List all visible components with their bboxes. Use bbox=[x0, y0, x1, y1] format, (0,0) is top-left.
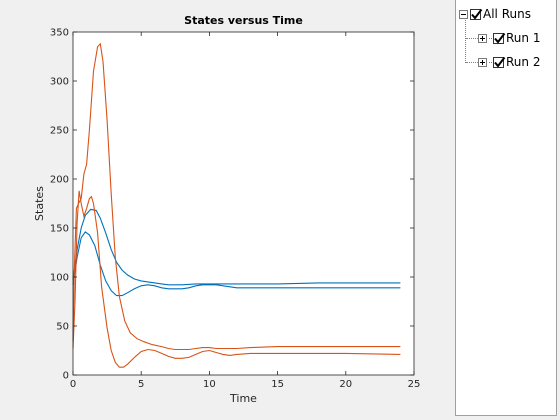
run-2-checkbox[interactable] bbox=[493, 56, 506, 68]
y-tick-label: 350 bbox=[50, 28, 69, 39]
run-1-checkbox[interactable] bbox=[493, 32, 506, 44]
plot-area: 0 5 10 15 20 25 0 50 100 150 200 250 300 350 States ve… bbox=[33, 14, 421, 405]
x-axis-label: Time bbox=[229, 392, 257, 405]
x-tick-label: 25 bbox=[408, 379, 421, 390]
tree-node-label: All Runs bbox=[483, 7, 531, 21]
y-tick-label: 200 bbox=[50, 175, 69, 186]
y-tick-label: 100 bbox=[50, 273, 69, 284]
series-line-1 bbox=[72, 231, 401, 297]
x-tick-label: 15 bbox=[271, 379, 284, 390]
y-tick-label: 150 bbox=[50, 224, 69, 235]
y-tick-label: 50 bbox=[56, 322, 69, 333]
expand-icon[interactable] bbox=[478, 57, 487, 67]
tree-connector bbox=[466, 37, 478, 39]
axes-box bbox=[72, 31, 415, 376]
expand-icon[interactable] bbox=[478, 33, 487, 43]
y-tick-label: 300 bbox=[50, 77, 69, 88]
tree-node-run-1[interactable]: Run 1 bbox=[466, 29, 540, 47]
tree-connector bbox=[466, 61, 478, 63]
series-line-4 bbox=[72, 42, 401, 351]
chart-title: States versus Time bbox=[184, 14, 303, 27]
all-runs-checkbox[interactable] bbox=[470, 8, 483, 20]
x-tick-label: 20 bbox=[339, 379, 352, 390]
series-line-3 bbox=[72, 190, 401, 368]
tree-node-label: Run 1 bbox=[506, 31, 541, 45]
series-line-2 bbox=[72, 208, 401, 286]
tree-connector bbox=[465, 20, 466, 63]
tree-connector bbox=[489, 61, 492, 63]
x-tick-label: 10 bbox=[203, 379, 216, 390]
y-axis-label: States bbox=[33, 186, 46, 221]
tree-node-all-runs[interactable]: All Runs bbox=[459, 5, 531, 23]
run-tree-panel: All Runs Run 1 Run 2 bbox=[455, 0, 557, 416]
collapse-icon[interactable] bbox=[459, 9, 468, 19]
tree-connector bbox=[489, 37, 492, 39]
tree-node-run-2[interactable]: Run 2 bbox=[466, 53, 540, 71]
x-tick-label: 0 bbox=[70, 379, 76, 390]
y-tick-label: 250 bbox=[50, 126, 69, 137]
y-tick-label: 0 bbox=[63, 371, 69, 382]
x-tick-label: 5 bbox=[138, 379, 144, 390]
plot-background bbox=[73, 32, 414, 375]
tree-node-label: Run 2 bbox=[506, 55, 541, 69]
